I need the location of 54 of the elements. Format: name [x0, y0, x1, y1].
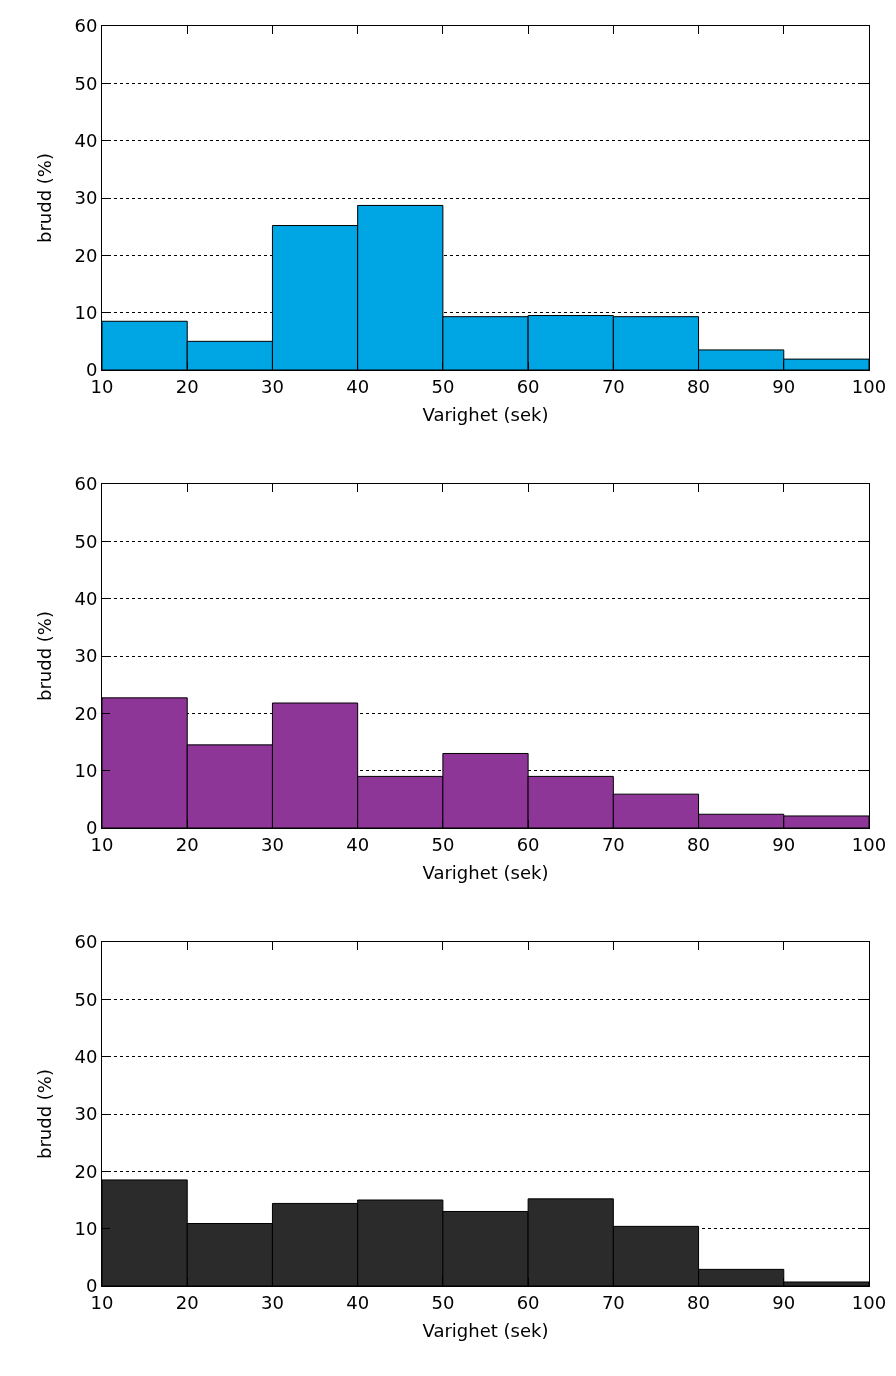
x-tick-label: 60 [516, 833, 540, 855]
y-tick-label: 40 [74, 1045, 98, 1067]
y-tick-label: 40 [74, 129, 98, 151]
y-tick-label: 50 [74, 72, 98, 94]
x-tick-label: 60 [516, 375, 540, 397]
y-tick-label: 30 [74, 187, 98, 209]
x-tick-label: 40 [346, 1291, 370, 1313]
y-tick-label: 50 [74, 530, 98, 552]
y-tick-label: 30 [74, 645, 98, 667]
y-tick-label: 20 [74, 702, 98, 724]
x-tick-label: 30 [260, 833, 284, 855]
y-tick-label: 10 [74, 1217, 98, 1239]
x-tick-label: 30 [260, 375, 284, 397]
y-tick-label: 0 [85, 359, 98, 381]
x-tick-label: 80 [687, 833, 711, 855]
y-tick-label: 10 [74, 301, 98, 323]
x-tick-label: 20 [175, 833, 199, 855]
y-axis-title: brudd (%) [33, 1069, 55, 1159]
x-tick-label: 70 [601, 833, 625, 855]
x-tick-label: 80 [687, 1291, 711, 1313]
x-tick-label: 70 [601, 375, 625, 397]
x-tick-label: 80 [687, 375, 711, 397]
x-tick-label: 100 [851, 375, 887, 397]
y-tick-label: 50 [74, 988, 98, 1010]
x-tick-label: 30 [260, 1291, 284, 1313]
x-tick-label: 60 [516, 1291, 540, 1313]
x-tick-label: 50 [431, 1291, 455, 1313]
x-tick-label: 70 [601, 1291, 625, 1313]
x-tick-label: 90 [772, 375, 796, 397]
x-tick-label: 20 [175, 375, 199, 397]
x-axis-title: Varighet (sek) [422, 403, 549, 425]
y-tick-label: 60 [74, 15, 98, 37]
y-axis-title: brudd (%) [33, 153, 55, 243]
x-tick-label: 50 [431, 833, 455, 855]
x-tick-label: 40 [346, 375, 370, 397]
x-tick-label: 100 [851, 1291, 887, 1313]
x-tick-label: 90 [772, 833, 796, 855]
y-tick-label: 20 [74, 1160, 98, 1182]
y-tick-label: 60 [74, 931, 98, 953]
x-axis-title: Varighet (sek) [422, 861, 549, 883]
x-tick-label: 40 [346, 833, 370, 855]
x-tick-label: 100 [851, 833, 887, 855]
y-axis-title: brudd (%) [33, 611, 55, 701]
y-tick-label: 20 [74, 244, 98, 266]
y-tick-label: 40 [74, 587, 98, 609]
y-tick-label: 0 [85, 1275, 98, 1297]
x-axis-title: Varighet (sek) [422, 1319, 549, 1341]
x-tick-label: 20 [175, 1291, 199, 1313]
y-tick-label: 10 [74, 759, 98, 781]
y-tick-label: 0 [85, 817, 98, 839]
x-tick-label: 50 [431, 375, 455, 397]
y-tick-label: 60 [74, 473, 98, 495]
y-tick-label: 30 [74, 1103, 98, 1125]
x-tick-label: 90 [772, 1291, 796, 1313]
